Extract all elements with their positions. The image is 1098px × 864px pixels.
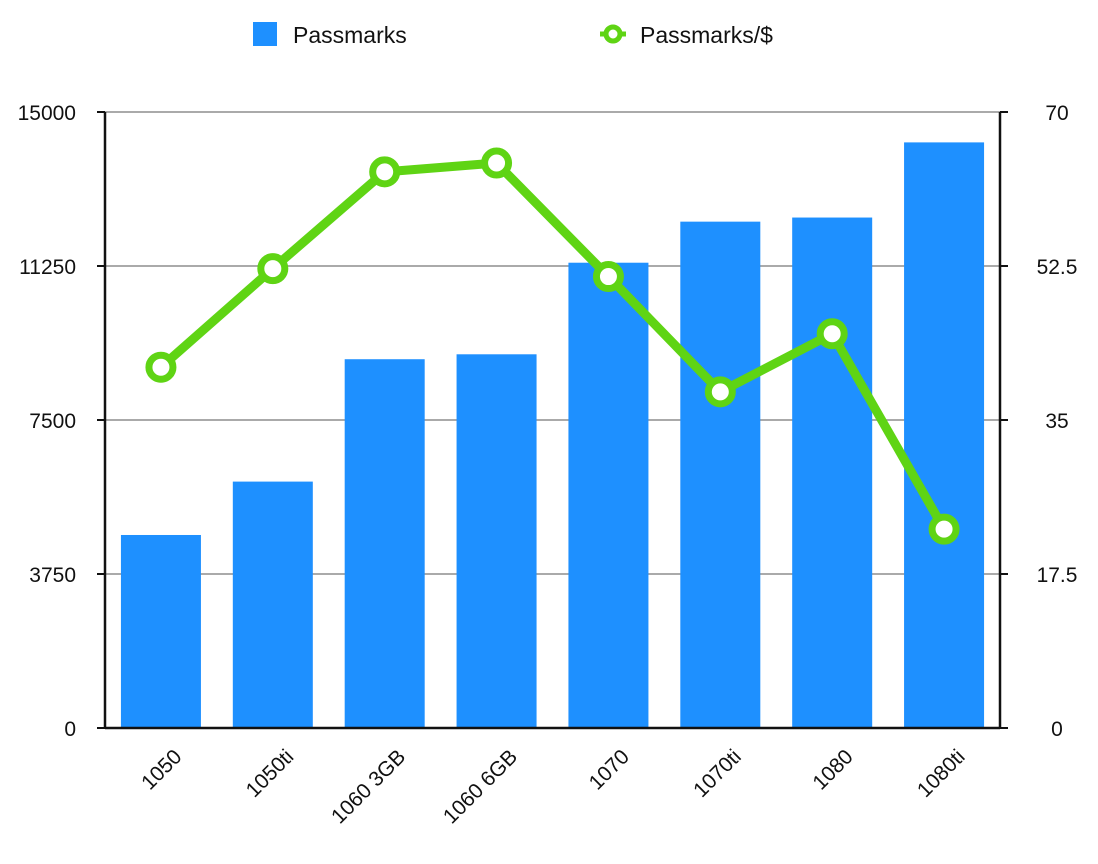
bar-1070 <box>568 262 649 728</box>
right-tick-label: 70 <box>1045 102 1068 125</box>
point-1050 <box>145 351 177 383</box>
left-tick-label: 7500 <box>29 410 76 433</box>
x-tick-label: 1070ti <box>689 745 746 802</box>
left-tick-label: 11250 <box>19 256 76 279</box>
x-tick-label: 1080ti <box>913 745 970 802</box>
left-tick-label: 15000 <box>18 102 76 125</box>
x-tick-label: 1050 <box>137 745 186 794</box>
point-1080ti <box>928 513 960 545</box>
bar-1080ti <box>904 142 985 728</box>
x-tick-label: 1060 6GB <box>439 745 522 828</box>
point-1050ti <box>257 253 289 285</box>
x-axis-ticks: 1050 1050ti 1060 3GB 1060 6GB 1070 1070ti 1080… <box>137 745 969 828</box>
bar-series-passmarks <box>120 142 985 729</box>
bar-1050ti <box>232 481 313 728</box>
x-tick-label: 1070 <box>585 745 634 794</box>
legend-marker-passmarks-per-dollar <box>603 24 623 44</box>
line-path-passmarks-per-dollar <box>156 158 949 534</box>
bar-1050 <box>120 534 201 728</box>
point-1060-3gb <box>369 156 401 188</box>
right-tick-label: 0 <box>1051 718 1063 741</box>
right-axis-ticks: 0 17.5 35 52.5 70 <box>1037 102 1078 741</box>
axes <box>97 111 1008 730</box>
right-tick-label: 52.5 <box>1037 256 1078 279</box>
bar-1070ti <box>680 221 761 728</box>
bar-1060-3gb <box>344 359 425 728</box>
legend: Passmarks Passmarks/$ <box>253 22 773 48</box>
left-tick-label: 0 <box>64 718 76 741</box>
x-tick-label: 1080 <box>808 745 857 794</box>
right-tick-label: 17.5 <box>1037 564 1078 587</box>
point-1070ti <box>704 376 736 408</box>
right-tick-label: 35 <box>1045 410 1068 433</box>
legend-label-passmarks: Passmarks <box>293 22 407 48</box>
point-1080 <box>816 318 848 350</box>
left-axis-ticks: 0 3750 7500 11250 15000 <box>18 102 76 741</box>
legend-label-passmarks-per-dollar: Passmarks/$ <box>640 22 773 48</box>
bar-1080 <box>792 217 873 729</box>
bar-1060-6gb <box>456 354 537 728</box>
line-series-passmarks-per-dollar <box>145 147 960 545</box>
legend-swatch-passmarks <box>253 22 277 46</box>
point-1070 <box>592 261 624 293</box>
left-tick-label: 3750 <box>29 564 76 587</box>
x-tick-label: 1050ti <box>242 745 299 802</box>
point-1060-6gb <box>481 147 513 179</box>
x-tick-label: 1060 3GB <box>327 745 410 828</box>
